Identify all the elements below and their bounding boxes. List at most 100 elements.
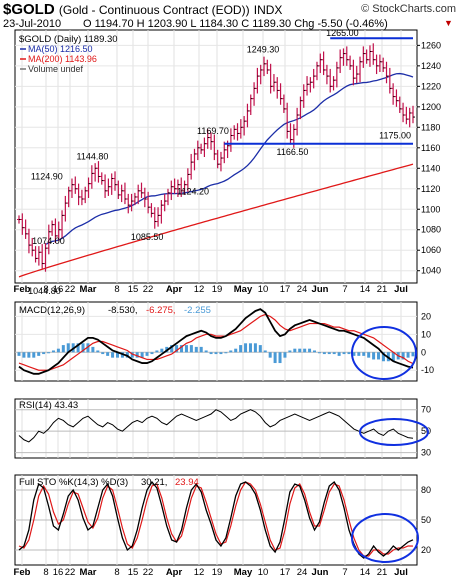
x-axis-label: Feb	[14, 284, 31, 295]
macd-hist-bar	[91, 346, 95, 353]
price-tick-label: 1060	[421, 245, 441, 255]
exchange: INDX	[253, 3, 283, 17]
macd-hist-bar	[258, 345, 262, 353]
macd-hist-bar	[140, 352, 144, 358]
x-axis-label: 15	[128, 567, 139, 578]
macd-hist-bar	[293, 348, 297, 353]
macd-hist-bar	[204, 350, 208, 353]
x-axis-label: 17	[280, 567, 291, 578]
macd-hist-bar	[145, 352, 149, 356]
macd-hist-bar	[37, 352, 41, 356]
symbol-title: $GOLD (Gold - Continuous Contract (EOD))…	[3, 1, 282, 18]
macd-hist-bar	[170, 345, 174, 353]
price-tick-label: 1080	[421, 225, 441, 235]
macd-hist-bar	[150, 352, 154, 355]
macd-value: -8.530,	[108, 305, 138, 316]
macd-line	[18, 308, 414, 375]
x-axis-label: 8	[114, 284, 119, 295]
macd-hist-bar	[229, 350, 233, 353]
macd-hist-bar	[283, 352, 287, 358]
macd-hist-bar	[86, 343, 90, 353]
price-annotation: 1124.90	[31, 172, 63, 182]
macd-hist-bar	[391, 352, 395, 362]
x-axis-label: 19	[212, 284, 223, 295]
price-tick-label: 1120	[421, 184, 440, 194]
x-axis-label: Apr	[166, 567, 183, 578]
watermark: © StockCharts.com	[361, 3, 456, 15]
macd-hist-bar	[298, 348, 302, 353]
price-annotation: 1265.00	[326, 28, 359, 38]
x-axis-label: 17	[280, 284, 291, 295]
macd-hist-bar	[47, 352, 51, 354]
x-axis-label: 8	[43, 567, 48, 578]
macd-hist-bar	[332, 352, 336, 355]
x-axis-label: Jul	[394, 567, 408, 578]
price-annotation: 1044.80	[28, 286, 61, 296]
rsi-highlight-circle	[359, 418, 429, 446]
x-axis-label: 24	[297, 567, 308, 578]
macd-hist-bar	[189, 345, 193, 353]
x-axis-label: Mar	[80, 567, 97, 578]
price-annotation: 1169.70	[197, 126, 229, 136]
macd-hist-bar	[111, 352, 115, 358]
x-axis-label: Jun	[312, 567, 329, 578]
macd-hist-bar	[253, 343, 257, 353]
x-axis-label: 14	[360, 567, 371, 578]
legend-item: Volume undef	[28, 64, 84, 74]
x-axis-label: May	[234, 284, 253, 295]
macd-hist-bar	[367, 352, 371, 358]
macd-hist-bar	[362, 352, 366, 356]
price-tick-label: 1260	[421, 40, 441, 50]
x-axis-label: 7	[342, 284, 347, 295]
x-axis-label: 7	[342, 567, 347, 578]
macd-hist-bar	[209, 352, 213, 355]
price-tick-label: 1160	[421, 143, 440, 153]
legend-item: MA(200) 1143.96	[28, 54, 97, 64]
macd-hist-bar	[244, 343, 248, 353]
price-annotation: 1249.30	[247, 44, 280, 54]
price-tick-label: 1200	[421, 102, 441, 112]
macd-hist-bar	[175, 345, 179, 353]
macd-hist-bar	[401, 352, 405, 360]
rsi-tick-label: 70	[421, 405, 431, 415]
price-tick-label: 1140	[421, 163, 440, 173]
date: 23-Jul-2010	[3, 18, 62, 30]
macd-hist-bar	[180, 345, 184, 353]
x-axis-label: Jul	[394, 284, 408, 295]
macd-hist-bar	[322, 352, 326, 355]
macd-hist-bar	[342, 352, 346, 355]
x-axis-label: Jun	[312, 284, 329, 295]
macd-hist-bar	[381, 352, 385, 362]
x-axis-label: May	[234, 567, 253, 578]
description: (Gold - Continuous Contract (EOD))	[58, 3, 250, 17]
rsi-title: RSI(14) 43.43	[19, 400, 78, 411]
macd-hist-bar	[248, 343, 252, 353]
macd-hist-bar	[377, 352, 381, 360]
x-axis-label: 10	[258, 284, 269, 295]
x-axis-label: 21	[377, 284, 388, 295]
x-axis-label: 14	[360, 284, 371, 295]
x-axis-label: 16	[53, 567, 64, 578]
price-annotation: 1085.50	[131, 232, 164, 242]
macd-hist-bar	[27, 352, 31, 358]
panel-frame-rsi	[14, 398, 418, 459]
rsi-line	[18, 409, 414, 443]
macd-hist-bar	[42, 352, 46, 355]
x-axis-label: 12	[194, 284, 205, 295]
macd-hist-bar	[327, 352, 331, 355]
macd-tick-label: -10	[421, 365, 434, 375]
macd-hist-bar	[130, 352, 134, 358]
macd-hist-bar	[347, 352, 351, 355]
price-tick-label: 1240	[421, 61, 441, 71]
x-axis-label: Apr	[166, 284, 183, 295]
price-annotation: 1124.20	[177, 186, 209, 196]
rsi-tick-label: 30	[421, 448, 431, 458]
price-bars	[17, 43, 415, 272]
macd-hist-bar	[239, 345, 243, 353]
macd-hist-bar	[61, 345, 65, 353]
x-axis-label: 8	[114, 567, 119, 578]
macd-hist-bar	[352, 352, 356, 356]
macd-hist-bar	[411, 352, 415, 357]
macd-hist-bar	[219, 352, 223, 355]
